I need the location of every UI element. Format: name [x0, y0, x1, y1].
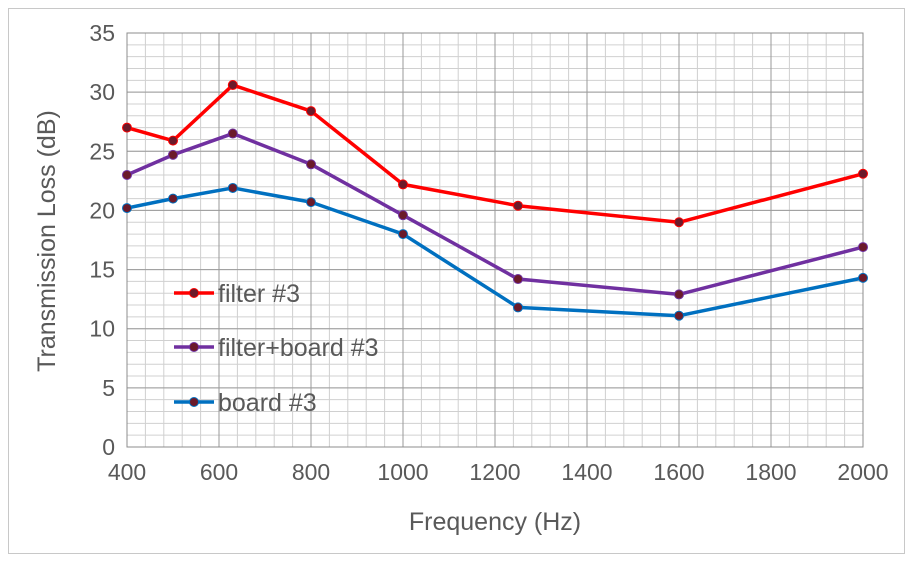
- data-point: [168, 193, 178, 204]
- data-point: [227, 182, 238, 193]
- legend: filter #3 filter+board #3 board #3: [174, 280, 379, 417]
- series-2: [122, 182, 868, 321]
- data-point: [306, 106, 316, 117]
- y-tick-label: 0: [102, 434, 115, 460]
- data-point: [858, 168, 868, 179]
- data-point: [513, 274, 523, 285]
- y-axis-ticks: 0 5 10 15 20 25 30 35: [89, 20, 115, 460]
- data-point: [122, 169, 132, 180]
- x-tick-label: 400: [108, 459, 146, 485]
- series-line: [126, 83, 864, 225]
- y-tick-label: 30: [89, 79, 115, 105]
- data-point: [513, 200, 523, 211]
- y-tick-label: 25: [89, 138, 115, 164]
- legend-label: filter #3: [218, 280, 300, 308]
- y-tick-label: 20: [89, 197, 115, 223]
- x-tick-label: 1000: [377, 459, 428, 485]
- data-point: [122, 203, 132, 214]
- data-point: [306, 159, 316, 170]
- series-0: [122, 80, 868, 228]
- data-point: [227, 128, 238, 139]
- data-point: [674, 289, 684, 300]
- data-point: [227, 80, 238, 91]
- plot-area: [126, 32, 864, 448]
- x-tick-label: 800: [292, 459, 330, 485]
- data-point: [858, 272, 868, 283]
- legend-label: filter+board #3: [218, 334, 379, 362]
- data-point: [168, 149, 178, 160]
- legend-marker: [189, 397, 199, 407]
- x-tick-label: 2000: [837, 459, 888, 485]
- data-point: [513, 302, 523, 313]
- x-tick-label: 1400: [561, 459, 612, 485]
- data-point: [398, 179, 408, 190]
- x-tick-label: 1200: [469, 459, 520, 485]
- y-tick-label: 10: [89, 316, 115, 342]
- x-axis-title: Frequency (Hz): [409, 508, 581, 536]
- legend-marker: [189, 342, 199, 352]
- y-tick-label: 15: [89, 257, 115, 283]
- data-point: [398, 229, 408, 240]
- data-point: [858, 242, 868, 253]
- series-line: [126, 186, 864, 318]
- data-point: [168, 135, 178, 146]
- x-axis-ticks: 400 600 800 1000 1200 1400 1600 1800 2000: [108, 459, 889, 485]
- data-point: [306, 197, 316, 208]
- data-point: [674, 217, 684, 228]
- data-point: [398, 210, 408, 221]
- data-point: [122, 122, 132, 133]
- series-layer: [122, 80, 868, 321]
- y-tick-label: 5: [102, 375, 115, 401]
- legend-label: board #3: [218, 389, 317, 417]
- y-axis-title: Transmission Loss (dB): [33, 110, 61, 372]
- x-tick-label: 1800: [745, 459, 796, 485]
- legend-marker: [189, 288, 199, 298]
- data-point: [674, 310, 684, 321]
- x-tick-label: 1600: [653, 459, 704, 485]
- series-1: [122, 128, 868, 300]
- y-tick-label: 35: [89, 20, 115, 46]
- x-tick-label: 600: [200, 459, 238, 485]
- series-line: [126, 131, 864, 297]
